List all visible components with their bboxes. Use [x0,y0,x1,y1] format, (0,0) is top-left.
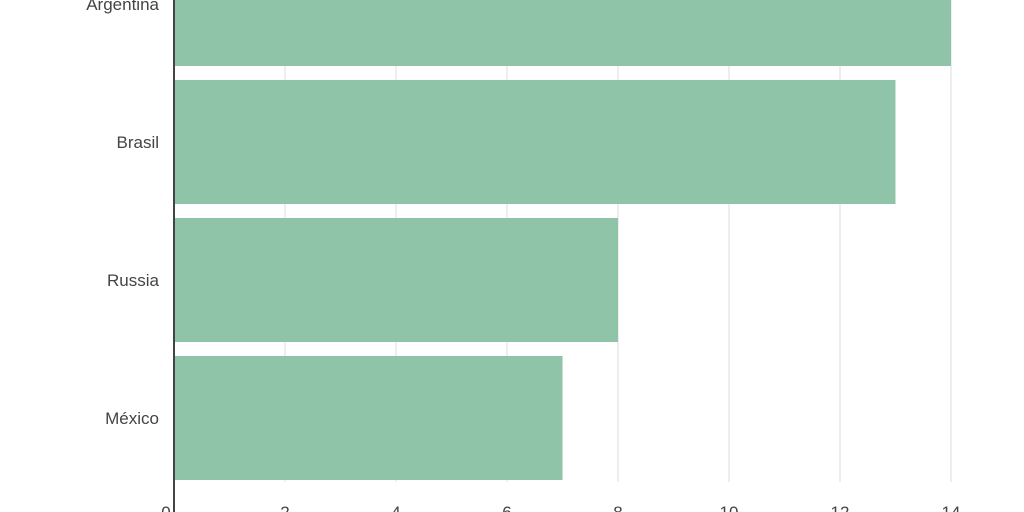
x-tick-label: 8 [613,503,622,512]
bar-m-xico [174,356,563,480]
bar-russia [174,218,618,342]
bar-argentina [174,0,951,66]
category-label: Brasil [116,133,159,152]
category-labels: Argentina Brasil Russia México [86,0,159,428]
x-tick-label: 12 [831,503,850,512]
x-tick-label: 4 [391,503,400,512]
x-tick-label: 6 [502,503,511,512]
x-tick-label: 0 [161,503,170,512]
category-label: Russia [107,271,160,290]
category-label: México [105,409,159,428]
x-tick-labels: 0 2 4 6 8 10 12 14 [161,503,960,512]
x-tick-label: 10 [720,503,739,512]
bars [174,0,951,480]
bar-brasil [174,80,896,204]
category-label: Argentina [86,0,159,14]
x-tick-label: 14 [942,503,961,512]
x-tick-label: 2 [280,503,289,512]
